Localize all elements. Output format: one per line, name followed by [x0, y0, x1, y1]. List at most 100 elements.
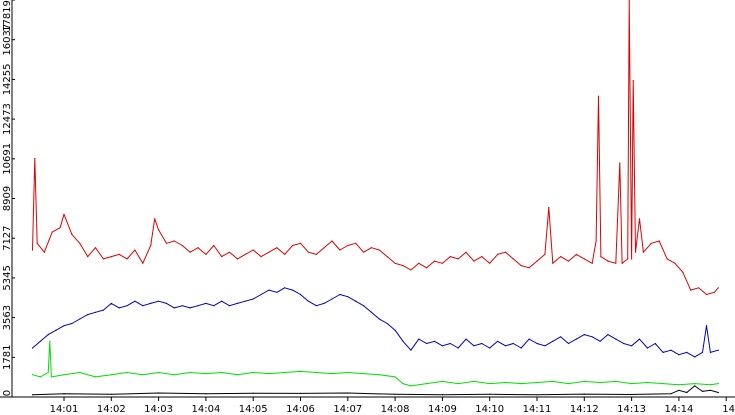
series-1-point-63: [497, 253, 499, 255]
series-4-point-5: [205, 393, 207, 395]
series-1-point-33: [260, 256, 262, 258]
series-1-point-76: [591, 262, 593, 264]
x-tick-label: 14:11: [523, 404, 552, 415]
series-2-point-29: [252, 298, 254, 300]
series-2-point-46: [386, 322, 388, 325]
series-1-point-4: [43, 251, 45, 253]
series-3-point-34: [489, 383, 491, 385]
series-3-point-32: [457, 383, 459, 385]
series-1-point-32: [252, 249, 254, 251]
series-2-point-89: [717, 349, 719, 351]
series-2-point-70: [575, 338, 578, 340]
series-2-point-27: [236, 302, 238, 304]
series-1-point-89: [638, 218, 641, 220]
series-4-point-9: [394, 393, 396, 395]
series-1-point-36: [284, 253, 286, 255]
series-1-point-52: [410, 269, 412, 271]
series-2-point-34: [292, 289, 294, 291]
series-2-point-17: [158, 300, 160, 302]
series-1-point-77: [595, 240, 597, 242]
series-3-point-45: [662, 383, 664, 385]
series-1-point-91: [650, 242, 652, 244]
series-2-point-56: [465, 338, 467, 340]
series-1-point-69: [544, 253, 546, 255]
x-tick-label: 14:05: [239, 404, 268, 415]
series-1-point-95: [682, 271, 684, 273]
series-1-point-57: [449, 256, 451, 258]
series-1-point-41: [323, 247, 325, 249]
series-2-point-57: [473, 345, 475, 347]
series-1-point-2: [34, 158, 36, 160]
series-3-point-14: [189, 371, 191, 374]
series-1-point-64: [504, 251, 507, 253]
x-tick-label: 14:07: [333, 404, 362, 415]
series-2-point-44: [370, 311, 372, 313]
series-1-point-17: [142, 262, 144, 264]
series-2-point-58: [481, 342, 483, 345]
series-1-point-11: [94, 247, 97, 249]
series-2-point-18: [165, 302, 168, 304]
series-2-point-76: [623, 342, 625, 345]
series-2-point-63: [520, 347, 522, 349]
series-4-point-17: [686, 391, 688, 394]
series-2-point-82: [670, 349, 672, 351]
series-2-point-47: [394, 329, 396, 331]
series-2-point-59: [489, 347, 491, 349]
series-1-point-97: [698, 287, 700, 289]
series-2-point-66: [544, 345, 546, 347]
series-1-point-45: [355, 242, 357, 244]
series-2-point-86: [701, 351, 704, 353]
series-1-point-72: [560, 256, 562, 258]
series-2-point-88: [709, 351, 712, 353]
series-4-point-3: [110, 393, 112, 395]
series-1-point-23: [181, 244, 183, 247]
series-1-point-31: [244, 253, 246, 255]
series-1-point-83: [621, 262, 623, 264]
series-2-point-26: [228, 305, 231, 307]
series-4-point-15: [670, 393, 672, 395]
series-3-point-15: [205, 373, 207, 375]
series-3-point-26: [378, 374, 380, 376]
series-1-point-34: [268, 251, 270, 253]
y-tick-label: 12473: [2, 103, 13, 135]
x-tick-label: 14:06: [286, 404, 315, 415]
y-tick-label: 3563: [2, 305, 13, 330]
series-4-point-1: [31, 394, 34, 396]
series-1-point-29: [228, 251, 231, 253]
series-1-point-16: [134, 249, 136, 251]
series-1-point-85: [628, 0, 630, 1]
series-3-point-1: [31, 374, 34, 376]
series-1-point-70: [548, 207, 550, 209]
series-3-point-25: [363, 373, 365, 375]
series-1-point-94: [674, 262, 676, 264]
y-tick-label: 1781: [2, 345, 13, 370]
series-1-point-14: [118, 253, 120, 255]
series-3-point-28: [402, 383, 404, 385]
series-4-point-4: [158, 392, 160, 394]
x-tick-label: 14:14: [664, 404, 693, 415]
series-1-point-22: [173, 240, 175, 242]
x-tick-label: 14:10: [475, 404, 504, 415]
series-1-point-82: [619, 162, 621, 164]
series-3-point-17: [236, 374, 238, 376]
series-2-point-38: [323, 302, 325, 304]
series-1-point-74: [575, 253, 578, 255]
series-1-point-96: [690, 289, 692, 291]
y-tick-label: 7127: [2, 225, 13, 250]
series-1-point-87: [632, 80, 634, 82]
series-1-point-53: [418, 262, 420, 264]
y-tick-label: 17819: [2, 0, 13, 32]
series-2-point-48: [402, 340, 404, 342]
series-3-point-41: [599, 381, 601, 384]
series-4-point-11: [489, 393, 491, 395]
y-tick-label: 0: [2, 390, 13, 396]
series-1-point-71: [552, 262, 554, 264]
series-2-point-33: [284, 287, 286, 289]
series-1-point-81: [615, 262, 617, 264]
series-layer: [31, 0, 719, 396]
series-2-point-49: [410, 349, 412, 351]
series-3-point-49: [717, 383, 719, 385]
series-2-point-10: [102, 309, 104, 311]
series-1-point-21: [165, 242, 168, 244]
series-1-point-24: [189, 251, 191, 253]
